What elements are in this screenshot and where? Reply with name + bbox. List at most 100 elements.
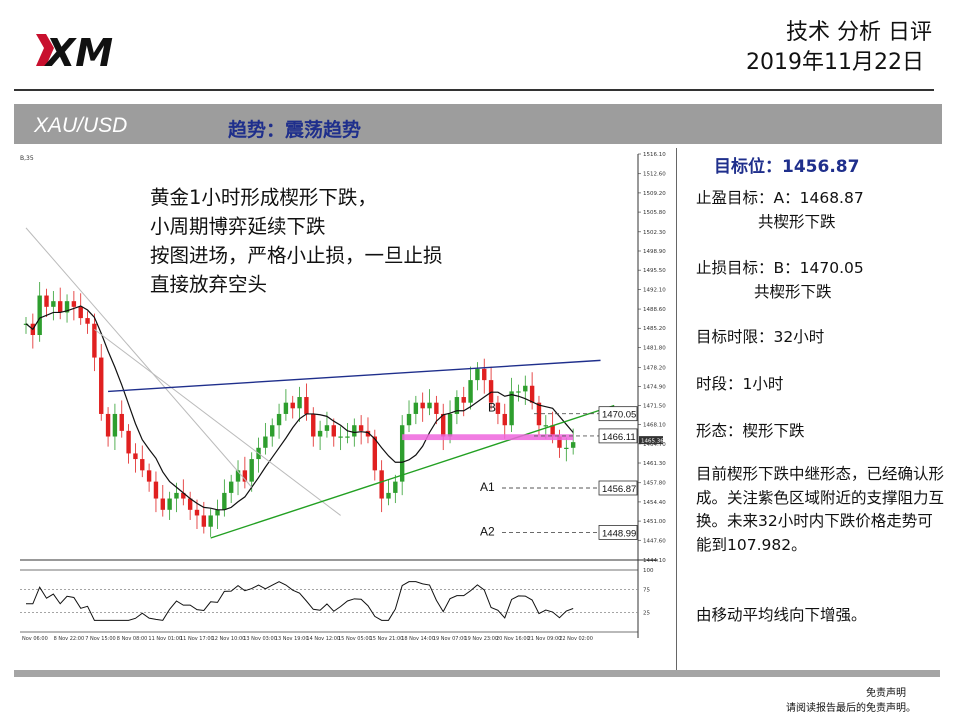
candle-body	[64, 301, 70, 313]
annotation-line-1: 黄金1小时形成楔形下跌，	[150, 186, 377, 209]
level-label: 1456.87	[602, 484, 636, 495]
candle-body	[85, 318, 90, 324]
candle-body	[447, 413, 453, 437]
x-tick-label: 8 Nov 22:00	[54, 636, 85, 642]
candle-body	[181, 492, 186, 499]
candle-body	[358, 425, 364, 431]
candle-body	[338, 436, 343, 438]
stop-loss: 止损目标：B：1470.05 共楔形下跌	[696, 256, 946, 304]
y-tick-label: 1474.90	[643, 384, 666, 390]
y-tick-label: 1468.10	[643, 423, 666, 429]
candle-body	[78, 306, 83, 319]
pattern: 形态：楔形下跌	[696, 422, 805, 440]
instrument-banner	[14, 104, 942, 144]
candle-body	[215, 509, 220, 516]
last-price-label: 1465.36	[641, 439, 664, 445]
candle-body	[187, 498, 193, 510]
oscillator-line	[26, 581, 574, 621]
candle-body	[468, 380, 473, 403]
candle-body	[126, 430, 131, 454]
candle-body	[99, 357, 104, 414]
y-tick-label: 1451.00	[643, 519, 666, 525]
osc-tick-label: 75	[643, 588, 650, 594]
candle-body	[420, 402, 425, 409]
level-box	[598, 525, 638, 540]
y-tick-label: 1485.20	[643, 326, 666, 332]
y-tick-label: 1488.60	[643, 307, 666, 313]
disclaimer-title: 免责声明	[866, 688, 906, 699]
candle-body	[434, 402, 439, 414]
candle-body	[119, 413, 124, 431]
candle-body	[495, 402, 501, 414]
report-title: 技术 分析 日评	[786, 20, 932, 45]
y-tick-label: 1512.60	[643, 172, 666, 178]
candle-body	[509, 391, 514, 426]
candle-body	[242, 470, 248, 482]
y-tick-label: 1502.30	[643, 230, 666, 236]
column-divider	[676, 148, 677, 670]
price-chart: B,35 1516.10 1512.60 1509.20 1505.80 1502.30 1…	[14, 148, 674, 668]
candle-body	[270, 425, 275, 437]
y-tick-label: 1478.20	[643, 366, 666, 372]
level-label: 1470.05	[602, 410, 636, 421]
candle-body	[345, 436, 350, 438]
y-tick-label: 1492.10	[643, 287, 666, 293]
footer-bar	[14, 670, 940, 677]
candle-body	[393, 481, 398, 493]
candle-body	[201, 515, 207, 527]
candle-body	[543, 425, 549, 427]
candle-body	[529, 385, 535, 403]
osc-tick-label: 25	[643, 611, 650, 617]
take-profit: 止盈目标：A：1468.87 共楔形下跌	[696, 186, 946, 234]
level-marker-A2: A2	[480, 524, 495, 538]
level-label: 1448.99	[602, 528, 636, 539]
x-tick-label: 13 Nov 19:00	[275, 636, 309, 642]
x-tick-label: 15 Nov 05:00	[338, 636, 372, 642]
y-tick-label: 1444.10	[643, 558, 666, 564]
x-tick-label: 22 Nov 02:00	[559, 636, 593, 642]
candle-body	[57, 301, 63, 313]
chart-annotation: 黄金1小时形成楔形下跌， 小周期博弈延续下跌 按图进场，严格小止损，一旦止损 直…	[150, 183, 443, 299]
y-tick-label: 1498.90	[643, 249, 666, 255]
x-tick-label: 14 Nov 12:00	[306, 636, 340, 642]
candle-body	[564, 447, 569, 449]
x-tick-label: 19 Nov 07:00	[433, 636, 467, 642]
candle-body	[352, 425, 357, 437]
y-tick-label: 1481.80	[643, 345, 666, 351]
y-tick-label: 1447.60	[643, 538, 666, 544]
annotation-line-2: 小周期博弈延续下跌	[150, 215, 326, 238]
time-limit: 目标时限：32小时	[696, 328, 825, 346]
report-date: 2019年11月22日	[746, 50, 924, 75]
candle-body	[222, 492, 227, 510]
candle-body	[441, 413, 446, 437]
candle-body	[570, 442, 576, 448]
candle-body	[536, 402, 542, 426]
candle-body	[482, 368, 487, 381]
candle-body	[311, 413, 316, 437]
moving-average-line	[25, 305, 574, 511]
trend-label: 趋势：震荡趋势	[228, 119, 362, 141]
y-tick-label: 1495.50	[643, 268, 666, 274]
candle-body	[51, 301, 56, 307]
resistance-line	[108, 359, 601, 393]
y-tick-label: 1457.80	[643, 481, 666, 487]
take-profit-note: 共楔形下跌	[758, 213, 836, 231]
x-tick-label: 12 Nov 10:00	[212, 636, 246, 642]
candle-body	[516, 391, 521, 393]
timeframe: 时段：1小时	[696, 375, 784, 393]
candle-body	[228, 481, 234, 493]
candle-body	[290, 402, 295, 409]
x-tick-label: 13 Nov 03:00	[243, 636, 277, 642]
level-marker-A1: A1	[480, 480, 495, 494]
y-tick-label: 1505.80	[643, 210, 666, 216]
candle-body	[331, 425, 336, 437]
x-tick-label: 7 Nov 15:00	[85, 636, 116, 642]
candle-body	[133, 453, 138, 460]
x-tick-label: 11 Nov 17:00	[180, 636, 214, 642]
candle-body	[44, 295, 49, 307]
header-divider	[14, 89, 934, 91]
candle-body	[413, 402, 419, 414]
candle-body	[427, 402, 432, 409]
candle-body	[112, 413, 118, 437]
candle-body	[153, 481, 159, 499]
